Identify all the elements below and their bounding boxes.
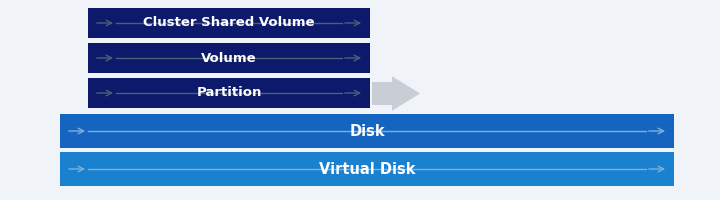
Bar [60, 114, 674, 148]
Polygon shape [372, 76, 420, 111]
Text: Virtual Disk: Virtual Disk [319, 162, 415, 176]
Text: Disk: Disk [349, 123, 384, 138]
Bar [88, 78, 370, 108]
Bar [88, 43, 370, 73]
Bar [60, 152, 674, 186]
Bar [88, 8, 370, 38]
Text: Volume: Volume [201, 51, 257, 64]
Text: Cluster Shared Volume: Cluster Shared Volume [143, 17, 315, 29]
Text: Partition: Partition [197, 86, 261, 99]
